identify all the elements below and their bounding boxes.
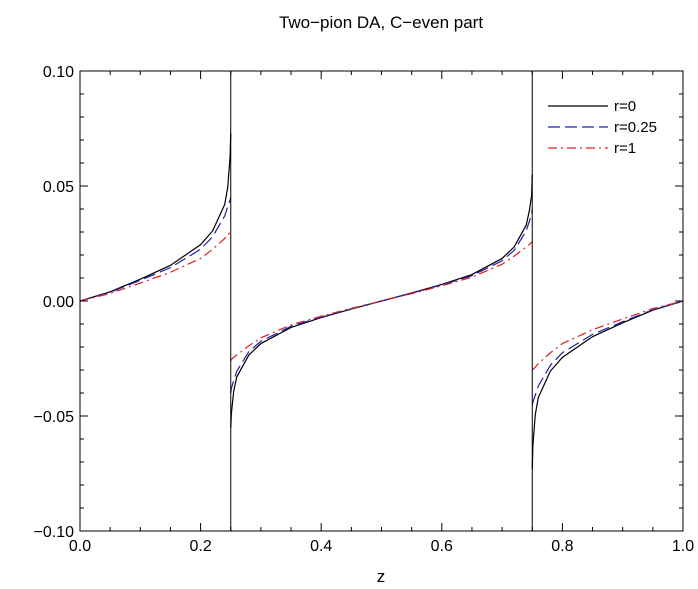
x-tick-label: 0.8	[551, 538, 573, 555]
x-tick-label: 0.6	[431, 538, 453, 555]
chart-title: Two−pion DA, C−even part	[279, 13, 483, 32]
y-axis-ticks: −0.10 −0.05 0.00 0.05 0.10	[34, 64, 683, 541]
plot-series	[79, 133, 684, 469]
legend: r=0 r=0.25 r=1	[548, 98, 657, 157]
y-tick-label: 0.05	[43, 179, 74, 196]
x-tick-label: 1.0	[672, 538, 694, 555]
y-tick-label: −0.05	[34, 409, 75, 426]
series-line-r=0.25	[79, 197, 684, 405]
legend-label: r=0	[614, 98, 636, 115]
discontinuity-lines	[230, 71, 533, 531]
x-axis-label: z	[377, 567, 386, 586]
legend-label: r=0.25	[614, 119, 657, 136]
y-tick-label: 0.10	[43, 64, 74, 81]
y-tick-label: 0.00	[43, 294, 74, 311]
x-tick-label: 0.2	[189, 538, 211, 555]
x-tick-label: 0.0	[69, 538, 91, 555]
series-line-r=1	[79, 231, 684, 371]
legend-label: r=1	[614, 140, 636, 157]
x-axis-ticks: 0.0 0.2 0.4 0.6 0.8 1.0	[69, 71, 694, 555]
y-tick-label: −0.10	[34, 524, 75, 541]
x-tick-label: 0.4	[310, 538, 332, 555]
